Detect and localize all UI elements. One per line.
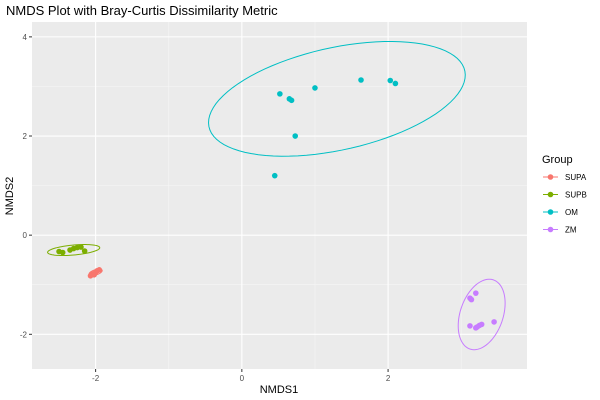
legend-key-point	[547, 209, 554, 215]
legend-key-point	[547, 191, 554, 198]
point-zm	[474, 324, 481, 330]
x-tick-label: -2	[92, 374, 100, 383]
legend-label-supa: SUPA	[565, 173, 587, 182]
x-axis-label: NMDS1	[260, 384, 299, 396]
y-axis-ticks: -2 0 2 4	[20, 33, 32, 339]
point-om	[358, 77, 364, 83]
point-zm	[473, 290, 479, 296]
y-tick-label: -2	[20, 330, 28, 339]
point-om	[312, 85, 318, 91]
point-zm	[478, 321, 485, 328]
point-om	[271, 172, 278, 179]
gridlines	[32, 22, 527, 369]
point-supb	[56, 248, 62, 255]
chart-title: NMDS Plot with Bray-Curtis Dissimilarity…	[6, 3, 278, 18]
x-tick-label: 2	[386, 374, 391, 383]
point-zm	[491, 319, 497, 325]
y-axis-label: NMDS2	[4, 177, 16, 216]
point-supa	[96, 267, 103, 273]
legend: Group SUPA SUPB OM ZM	[542, 154, 587, 235]
legend-label-supb: SUPB	[565, 191, 587, 200]
legend-key-point	[547, 174, 554, 180]
x-axis-ticks: -2 0 2	[92, 369, 391, 383]
point-om	[292, 133, 299, 139]
y-tick-label: 2	[23, 132, 28, 141]
legend-label-om: OM	[565, 208, 578, 217]
point-supb	[81, 248, 88, 254]
x-tick-label: 0	[240, 374, 245, 383]
y-tick-label: 4	[23, 33, 28, 42]
point-om	[288, 97, 295, 104]
point-supb	[78, 244, 84, 250]
point-zm	[468, 296, 475, 303]
point-supa	[87, 273, 94, 279]
point-om	[387, 77, 394, 84]
legend-title: Group	[542, 154, 573, 166]
y-tick-label: 0	[23, 231, 28, 240]
ellipse-om	[208, 40, 466, 157]
data-points	[56, 77, 497, 331]
legend-key-point	[547, 226, 554, 233]
point-om	[392, 80, 399, 87]
legend-label-zm: ZM	[565, 226, 577, 235]
point-zm	[467, 323, 473, 329]
point-om	[277, 91, 283, 97]
ellipse-zm	[457, 278, 506, 351]
ellipse-supb	[47, 244, 101, 257]
plot-panel	[32, 22, 527, 369]
